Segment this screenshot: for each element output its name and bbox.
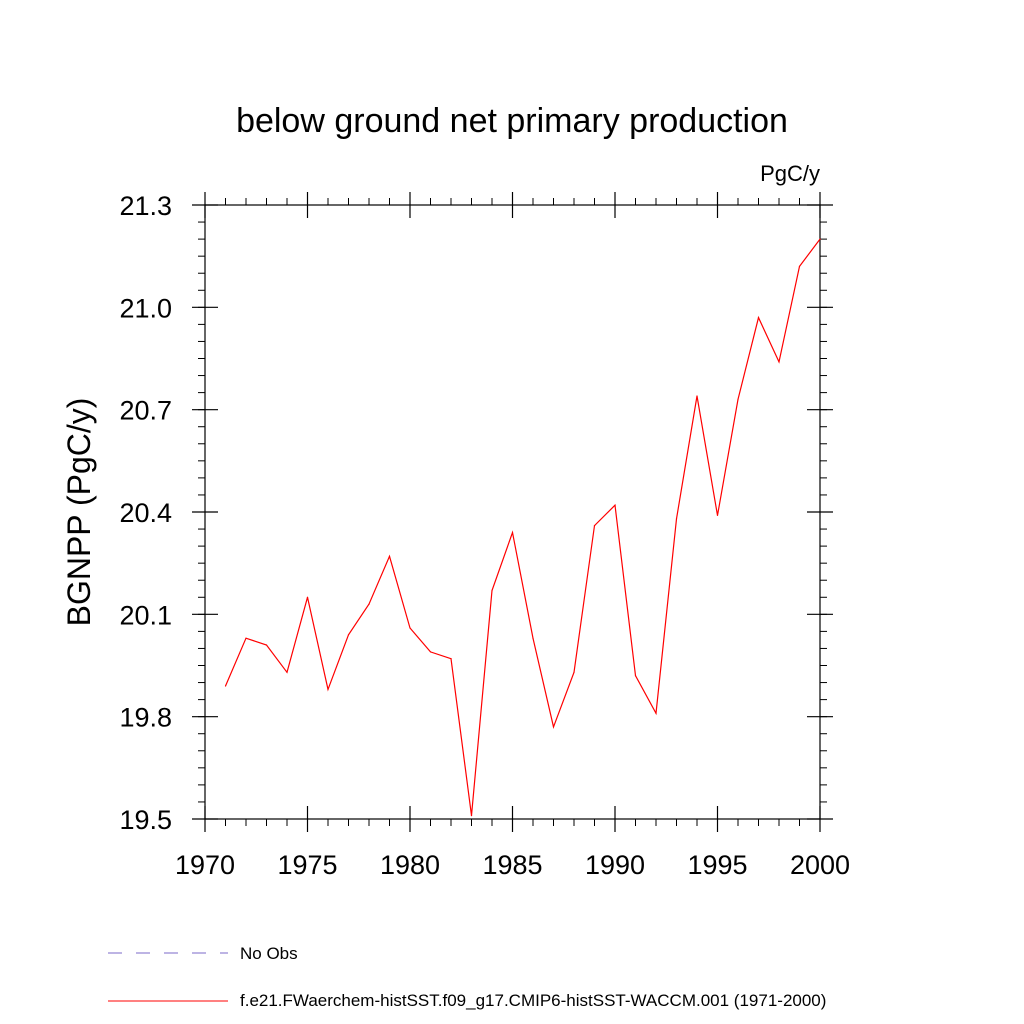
- data-point: [798, 265, 801, 267]
- x-tick-label: 1985: [482, 850, 542, 880]
- data-point: [409, 627, 411, 629]
- data-point: [716, 514, 719, 517]
- data-point: [573, 671, 575, 673]
- data-point: [245, 637, 247, 639]
- data-point: [306, 596, 309, 598]
- data-point: [634, 675, 637, 677]
- data-point: [388, 555, 391, 557]
- data-point: [819, 238, 821, 240]
- units-label: PgC/y: [760, 161, 820, 186]
- data-point: [347, 634, 350, 636]
- data-point: [511, 531, 514, 534]
- data-point: [593, 525, 596, 527]
- y-tick-label: 20.7: [119, 396, 172, 426]
- data-point: [327, 688, 329, 690]
- axis-tick-labels: 1970 1975 1980 1985 1990 1995 2000 19.5 19.8 20.1…: [119, 191, 850, 880]
- data-point: [286, 671, 288, 673]
- plot-frame: [204, 204, 821, 820]
- x-tick-label: 1975: [277, 850, 337, 880]
- data-point: [368, 603, 370, 605]
- data-point: [491, 589, 493, 592]
- data-point: [675, 518, 678, 520]
- axis-ticks: [192, 192, 833, 832]
- y-tick-label: 19.5: [119, 805, 172, 835]
- legend-label-model: f.e21.FWaerchem-histSST.f09_g17.CMIP6-hi…: [240, 991, 826, 1010]
- x-tick-label: 1990: [585, 850, 645, 880]
- data-point: [265, 644, 268, 646]
- legend-label-no-obs: No Obs: [240, 944, 298, 963]
- y-tick-label: 19.8: [119, 703, 172, 733]
- data-point: [778, 361, 780, 363]
- data-point: [614, 504, 616, 506]
- y-tick-label: 21.0: [119, 293, 172, 323]
- data-point: [757, 316, 760, 319]
- x-tick-label: 1980: [380, 850, 440, 880]
- x-tick-label: 1970: [175, 850, 235, 880]
- data-point: [224, 685, 227, 687]
- series-lines: [224, 238, 821, 817]
- x-tick-label: 2000: [790, 850, 850, 880]
- data-point: [655, 712, 657, 714]
- y-axis-label: BGNPP (PgC/y): [61, 398, 97, 627]
- series-line: [224, 238, 821, 816]
- y-tick-label: 20.4: [119, 498, 172, 528]
- data-point: [552, 726, 555, 728]
- y-tick-label: 21.3: [119, 191, 172, 221]
- chart-title: below ground net primary production: [236, 102, 788, 140]
- data-point: [429, 651, 432, 653]
- data-point: [696, 395, 698, 397]
- x-tick-label: 1995: [687, 850, 747, 880]
- data-point: [450, 658, 452, 660]
- data-point: [737, 398, 739, 401]
- legend: No Obs f.e21.FWaerchem-histSST.f09_g17.C…: [108, 944, 826, 1010]
- y-tick-label: 20.1: [119, 600, 172, 630]
- data-point: [532, 637, 534, 639]
- data-point: [470, 814, 473, 817]
- plot-border: [204, 204, 821, 820]
